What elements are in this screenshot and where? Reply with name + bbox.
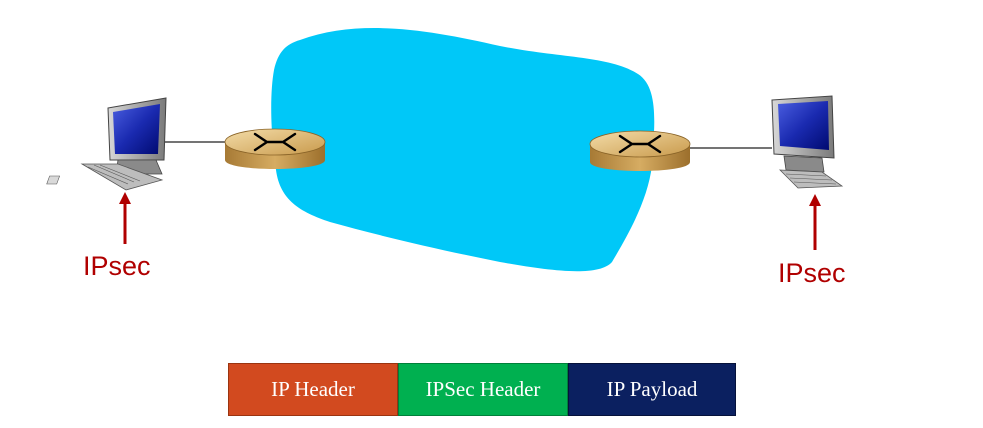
- network-cloud: [271, 27, 655, 272]
- left-computer-icon: [46, 97, 167, 191]
- left-ipsec-arrow: [119, 192, 131, 244]
- packet-ip-header: IP Header: [228, 363, 398, 416]
- left-router-icon: [224, 128, 326, 169]
- packet-ipsec-header: IPSec Header: [398, 363, 568, 416]
- right-ipsec-arrow: [809, 194, 821, 250]
- right-ipsec-label: IPsec: [778, 258, 846, 288]
- right-router-icon: [589, 130, 691, 171]
- left-ipsec-label: IPsec: [83, 251, 151, 281]
- right-computer-icon: [771, 95, 844, 189]
- packet-ip-payload: IP Payload: [568, 363, 736, 416]
